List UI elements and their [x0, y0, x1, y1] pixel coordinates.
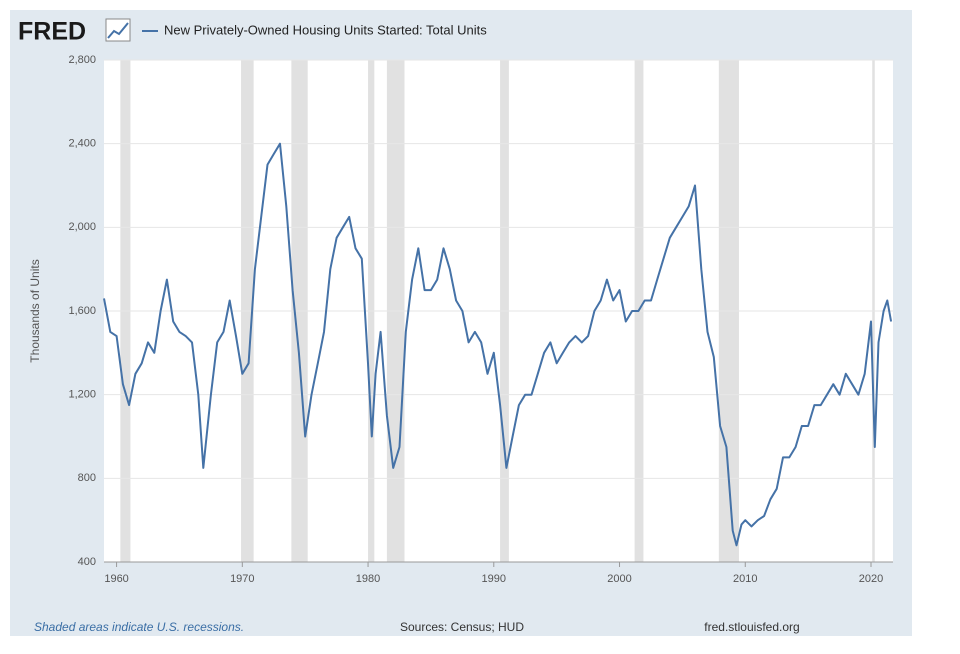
x-tick-label: 2000 [607, 573, 631, 585]
logo-icon [105, 18, 131, 42]
y-tick-label: 2,800 [68, 54, 96, 66]
y-tick-label: 400 [78, 556, 96, 568]
y-tick-label: 800 [78, 472, 96, 484]
x-tick-label: 1970 [230, 573, 254, 585]
logo: FRED [18, 18, 86, 46]
x-tick-label: 1980 [356, 573, 380, 585]
y-tick-label: 1,200 [68, 389, 96, 401]
x-tick-label: 2010 [733, 573, 757, 585]
x-tick-label: 1990 [482, 573, 506, 585]
y-axis-label: Thousands of Units [28, 259, 42, 362]
data-line [103, 142, 893, 547]
x-tick-label: 1960 [104, 573, 128, 585]
y-tick-label: 2,000 [68, 221, 96, 233]
x-tick-label: 2020 [859, 573, 883, 585]
y-tick-label: 2,400 [68, 138, 96, 150]
y-tick-label: 1,600 [68, 305, 96, 317]
source: Sources: Census; HUD [400, 620, 524, 634]
recession-note: Shaded areas indicate U.S. recessions. [34, 620, 244, 634]
site: fred.stlouisfed.org [704, 620, 799, 634]
legend-label: New Privately-Owned Housing Units Starte… [164, 22, 487, 37]
